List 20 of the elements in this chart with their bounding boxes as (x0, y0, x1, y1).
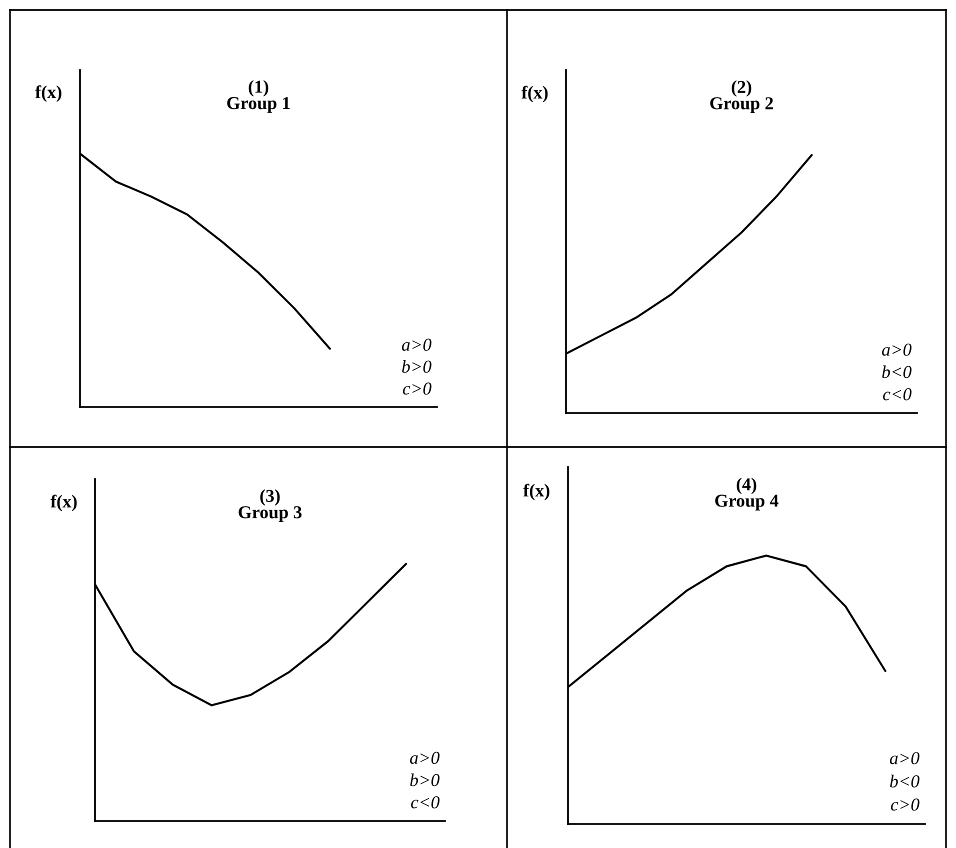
chart-title: (1) Group 1 (227, 80, 290, 113)
y-axis-title: f(x) (522, 86, 548, 102)
annotation: b<0 (882, 365, 912, 378)
annotation: c<0 (411, 796, 440, 808)
annotation: b<0 (890, 774, 920, 788)
annotation: c<0 (883, 388, 912, 400)
annotation: a>0 (890, 752, 920, 764)
annotation: a>0 (882, 344, 912, 356)
annotation: b>0 (410, 773, 440, 786)
annotation: b>0 (402, 360, 432, 373)
y-axis-title: f(x) (523, 484, 550, 500)
annotation: c>0 (890, 798, 920, 811)
y-axis-title: f(x) (35, 85, 62, 102)
chart-title: (4) Group 4 (715, 478, 778, 510)
chart-title: (2) Group 2 (710, 80, 773, 114)
chart-title: (3) Group 3 (238, 489, 302, 522)
annotation: a>0 (410, 752, 440, 764)
y-axis-title: f(x) (50, 494, 77, 512)
annotation: a>0 (402, 338, 432, 351)
annotation: c>0 (402, 382, 432, 395)
